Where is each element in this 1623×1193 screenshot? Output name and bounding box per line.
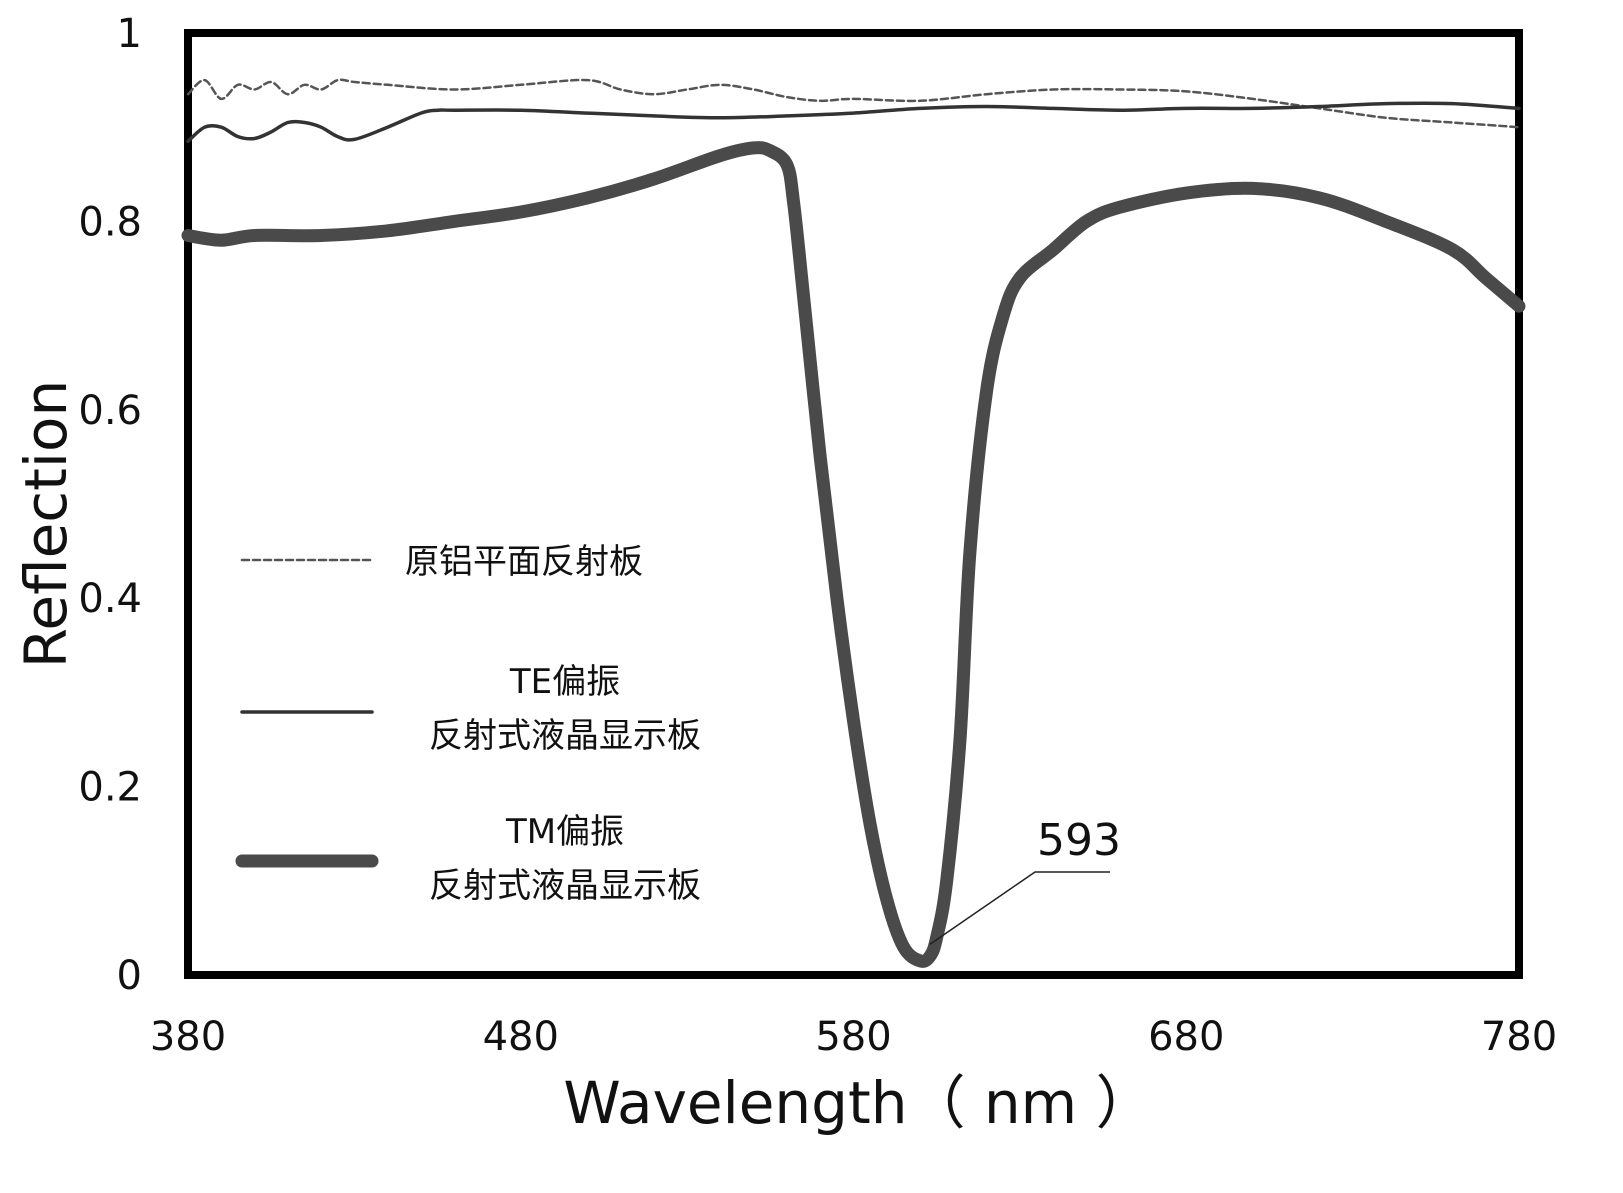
legend-label: 反射式液晶显示板 [429, 716, 701, 756]
y-tick-label: 0 [117, 953, 142, 999]
legend-label: 原铝平面反射板 [405, 542, 643, 582]
x-tick-label: 780 [1481, 1014, 1557, 1060]
annotation-label: 593 [1037, 815, 1121, 866]
series-line-1 [186, 78, 1521, 129]
y-tick-label: 0.2 [78, 765, 142, 811]
annotation-leader [929, 871, 1110, 945]
x-tick-label: 380 [150, 1014, 226, 1060]
y-axis-title: Reflection [12, 380, 80, 669]
legend-label: 反射式液晶显示板 [429, 866, 701, 906]
x-tick-label: 580 [815, 1014, 891, 1060]
series-line-2 [186, 101, 1521, 144]
y-tick-label: 0.4 [78, 576, 142, 622]
series-line-3 [181, 141, 1526, 968]
plot-frame [184, 29, 1523, 979]
y-tick-label: 1 [117, 11, 142, 57]
x-tick-label: 680 [1148, 1014, 1224, 1060]
x-axis-title: Wavelength（ nm ） [563, 1069, 1153, 1137]
legend-label: TE偏振 [509, 662, 620, 702]
legend-label: TM偏振 [505, 812, 624, 852]
x-tick-label: 480 [483, 1014, 559, 1060]
y-tick-label: 0.8 [78, 199, 142, 245]
y-tick-label: 0.6 [78, 388, 142, 434]
